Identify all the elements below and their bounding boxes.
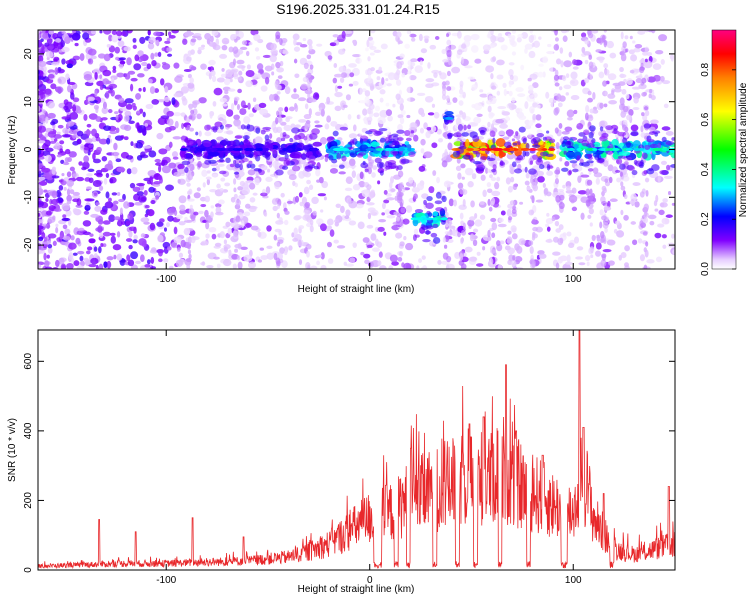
colorbar-gradient xyxy=(712,30,736,269)
spectrogram-heatmap xyxy=(38,30,675,269)
colorbar-tick-label: 0.4 xyxy=(700,162,711,176)
snr-y-tick-label: 600 xyxy=(23,353,34,370)
snr-x-axis-label: Height of straight line (km) xyxy=(298,584,415,595)
snr-y-tick-label: 400 xyxy=(23,422,34,439)
spectrogram-x-tick-label: 0 xyxy=(367,274,373,285)
snr-y-tick-label: 0 xyxy=(23,567,34,573)
snr-y-axis-label: SNR (10 * v/v) xyxy=(7,418,18,482)
snr-panel: -100 0 100 0 200 400 600 Height of straight l… xyxy=(7,329,676,595)
snr-x-tick-label: 100 xyxy=(565,575,582,586)
spectrogram-x-tick-label: -100 xyxy=(156,274,176,285)
spectrogram-y-tick-label: 10 xyxy=(23,96,34,108)
snr-x-tick-label: -100 xyxy=(156,575,176,586)
colorbar-tick-label: 0.2 xyxy=(700,212,711,226)
spectrogram-y-tick-label: -20 xyxy=(23,237,34,252)
colorbar-tick-label: 0.8 xyxy=(700,62,711,76)
colorbar-tick-label: 0.0 xyxy=(700,262,711,276)
spectrogram-x-axis-label: Height of straight line (km) xyxy=(298,284,415,295)
chart-title: S196.2025.331.01.24.R15 xyxy=(276,1,440,17)
colorbar-tick-label: 0.6 xyxy=(700,112,711,126)
snr-frame xyxy=(37,329,676,571)
spectrogram-x-tick-label: 100 xyxy=(565,274,582,285)
snr-series-line xyxy=(38,330,675,570)
spectrogram-y-tick-label: 0 xyxy=(23,146,34,152)
spectrogram-y-axis-label: Frequency (Hz) xyxy=(7,116,18,185)
spectrogram-y-tick-label: -10 xyxy=(23,190,34,205)
spectrogram-y-tick-label: 20 xyxy=(23,48,34,60)
colorbar: 0.0 0.2 0.4 0.6 0.8 Normalized spectral ampl… xyxy=(700,29,749,276)
snr-y-tick-label: 200 xyxy=(23,492,34,509)
colorbar-label: Normalized spectral amplitude xyxy=(738,82,749,217)
colorbar-frame xyxy=(711,29,737,270)
snr-x-tick-label: 0 xyxy=(367,575,373,586)
